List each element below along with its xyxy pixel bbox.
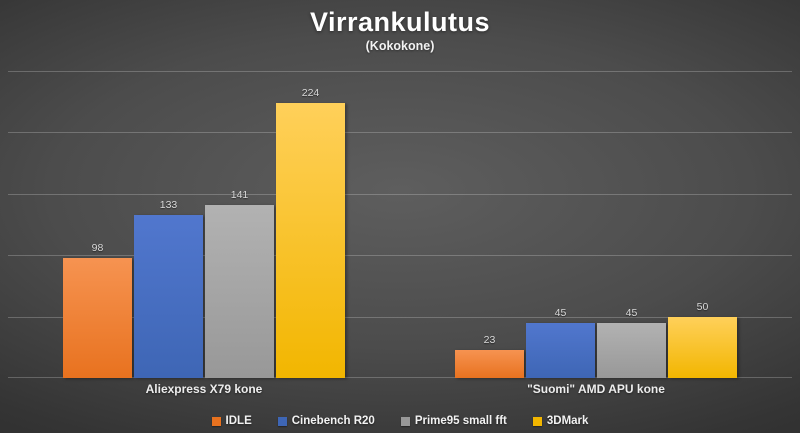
legend-item: Prime95 small fft [400,415,507,427]
legend-swatch-icon [400,416,410,426]
bar-value-label: 141 [230,188,249,201]
legend-swatch-icon [532,416,542,426]
legend-swatch-icon [211,416,221,426]
bar: 45 [597,307,666,378]
chart-title: Virrankulutus [309,7,491,37]
bar: 98 [63,242,132,378]
x-axis-labels: Aliexpress X79 kone "Suomi" AMD APU kone [8,382,792,398]
legend-label: Prime95 small fft [414,415,507,427]
category-label: "Suomi" AMD APU kone [527,382,665,396]
chart-header: Virrankulutus (Kokokone) [0,7,800,53]
bar-group: 23 45 45 50 [400,71,792,378]
gridline [8,255,792,257]
chart-subtitle: (Kokokone) [365,39,435,54]
bar-value-label: 45 [625,306,638,319]
bar: 23 [455,334,524,378]
bar: 50 [668,301,737,378]
gridline [8,71,792,72]
bar-value-label: 98 [91,241,104,254]
bar-value-label: 50 [696,300,709,313]
bar: 224 [276,87,345,378]
bar-value-label: 133 [159,198,178,211]
gridline [8,316,792,318]
bar: 141 [205,189,274,378]
legend-label: Cinebench R20 [291,415,375,427]
legend-item: 3DMark [532,415,589,427]
bar: 133 [134,199,203,378]
plot-area: 98 133 141 224 23 45 45 50 [8,71,792,378]
bar-value-label: 224 [301,86,320,99]
gridline [8,132,792,134]
category-label: Aliexpress X79 kone [145,382,263,396]
bar-value-label: 45 [554,306,567,319]
gridline [8,193,792,195]
legend-label: IDLE [225,415,252,427]
bar-value-label: 23 [483,333,496,346]
bar: 45 [526,307,595,378]
legend-swatch-icon [277,416,287,426]
bar-group: 98 133 141 224 [8,71,400,378]
legend: IDLE Cinebench R20 Prime95 small fft 3DMark [0,415,800,427]
x-axis-line [8,377,792,378]
legend-label: 3DMark [546,415,589,427]
legend-item: Cinebench R20 [277,415,375,427]
legend-item: IDLE [211,415,252,427]
